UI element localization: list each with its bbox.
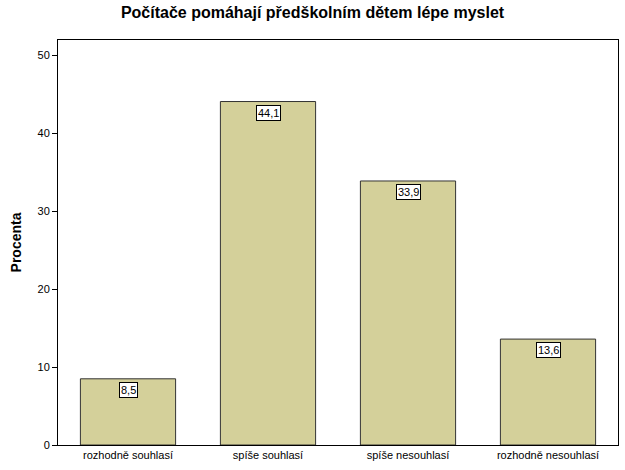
svg-text:rozhodně nesouhlasí: rozhodně nesouhlasí	[497, 449, 599, 461]
svg-text:20: 20	[38, 283, 50, 295]
svg-text:10: 10	[38, 361, 50, 373]
svg-text:40: 40	[38, 127, 50, 139]
svg-text:spíše souhlasí: spíše souhlasí	[233, 449, 303, 461]
svg-text:Procenta: Procenta	[8, 212, 24, 272]
svg-text:Počítače pomáhají předškolním: Počítače pomáhají předškolním dětem lépe…	[121, 4, 505, 21]
svg-text:50: 50	[38, 49, 50, 61]
svg-text:0: 0	[44, 439, 50, 451]
svg-text:13,6: 13,6	[538, 344, 559, 356]
svg-text:44,1: 44,1	[258, 107, 279, 119]
svg-text:8,5: 8,5	[121, 384, 136, 396]
svg-text:33,9: 33,9	[398, 186, 419, 198]
svg-text:spíše nesouhlasí: spíše nesouhlasí	[367, 449, 450, 461]
svg-text:30: 30	[38, 205, 50, 217]
svg-text:rozhodně souhlasí: rozhodně souhlasí	[83, 449, 173, 461]
